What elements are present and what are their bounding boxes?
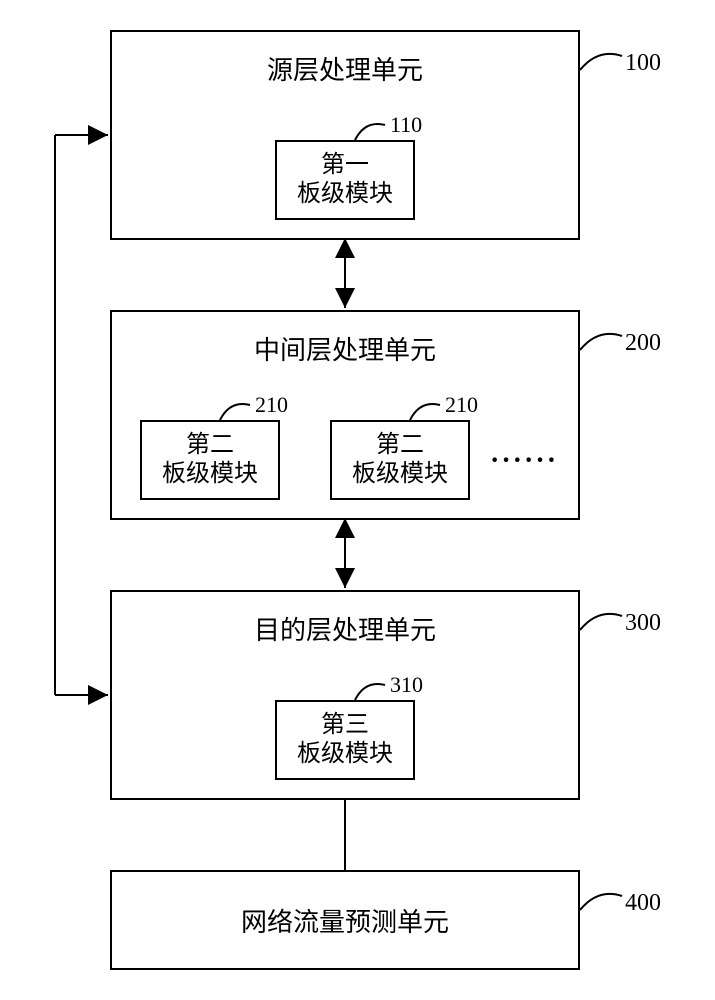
module-310-line2: 板级模块 bbox=[297, 740, 393, 769]
leader-200 bbox=[580, 334, 622, 350]
module-110: 第一 板级模块 bbox=[275, 140, 415, 220]
leader-400 bbox=[580, 894, 622, 910]
module-210-a: 第二 板级模块 bbox=[140, 420, 280, 500]
ref-210-a: 210 bbox=[255, 392, 288, 418]
ref-110: 110 bbox=[390, 112, 422, 138]
module-210-a-line1: 第二 bbox=[186, 431, 234, 460]
module-310: 第三 板级模块 bbox=[275, 700, 415, 780]
module-210-b-line2: 板级模块 bbox=[352, 460, 448, 489]
ref-310: 310 bbox=[390, 672, 423, 698]
box-traffic-predict-title: 网络流量预测单元 bbox=[241, 902, 449, 939]
module-110-line2: 板级模块 bbox=[297, 180, 393, 209]
module-210-a-line2: 板级模块 bbox=[162, 460, 258, 489]
ref-200: 200 bbox=[625, 330, 661, 357]
box-traffic-predict: 网络流量预测单元 bbox=[110, 870, 580, 970]
leader-100 bbox=[580, 54, 622, 70]
ref-300: 300 bbox=[625, 610, 661, 637]
ref-100: 100 bbox=[625, 50, 661, 77]
leader-300 bbox=[580, 614, 622, 630]
box-target-layer-title: 目的层处理单元 bbox=[112, 610, 578, 647]
ellipsis-dots: ······ bbox=[490, 445, 558, 477]
module-110-line1: 第一 bbox=[321, 151, 369, 180]
module-310-line1: 第三 bbox=[321, 711, 369, 740]
box-middle-layer-title: 中间层处理单元 bbox=[112, 330, 578, 367]
module-210-b: 第二 板级模块 bbox=[330, 420, 470, 500]
module-210-b-line1: 第二 bbox=[376, 431, 424, 460]
diagram-canvas: 源层处理单元 第一 板级模块 中间层处理单元 第二 板级模块 第二 板级模块 ·… bbox=[0, 0, 715, 1000]
ref-210-b: 210 bbox=[445, 392, 478, 418]
box-source-layer-title: 源层处理单元 bbox=[112, 50, 578, 87]
ref-400: 400 bbox=[625, 890, 661, 917]
